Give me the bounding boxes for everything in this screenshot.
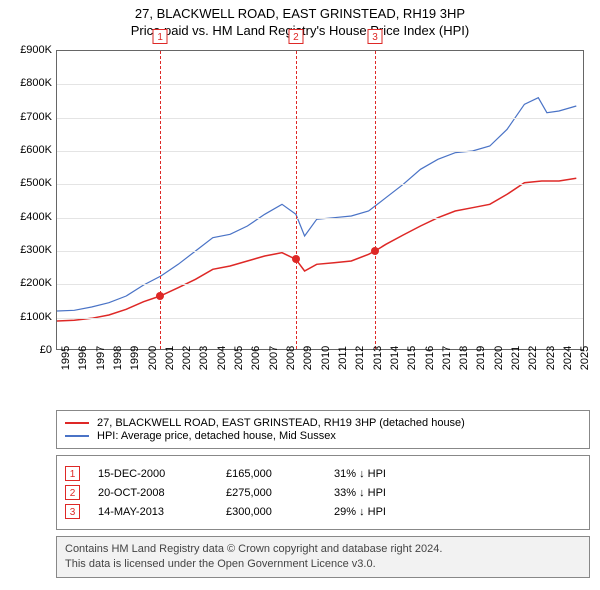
xtick-label: 2025	[579, 346, 591, 370]
ytick-label: £400K	[10, 211, 52, 223]
xtick-label: 1998	[112, 346, 124, 370]
event-diff: 29% ↓ HPI	[334, 506, 444, 518]
legend-swatch	[65, 435, 89, 437]
chart-svg	[57, 51, 585, 351]
event-row: 2 20-OCT-2008 £275,000 33% ↓ HPI	[65, 485, 581, 500]
xtick-label: 2024	[562, 346, 574, 370]
xtick-label: 2007	[268, 346, 280, 370]
gridline-h	[57, 118, 583, 119]
ytick-label: £0	[10, 344, 52, 356]
legend-label: 27, BLACKWELL ROAD, EAST GRINSTEAD, RH19…	[97, 417, 465, 429]
events-table: 1 15-DEC-2000 £165,000 31% ↓ HPI 2 20-OC…	[56, 455, 590, 530]
event-date: 20-OCT-2008	[98, 487, 208, 499]
xtick-label: 2016	[424, 346, 436, 370]
event-vline-badge: 2	[288, 29, 303, 44]
ytick-label: £300K	[10, 244, 52, 256]
xtick-label: 2021	[510, 346, 522, 370]
series-line-hpi	[57, 98, 576, 311]
gridline-h	[57, 284, 583, 285]
legend: 27, BLACKWELL ROAD, EAST GRINSTEAD, RH19…	[56, 410, 590, 449]
gridline-h	[57, 218, 583, 219]
event-badge: 2	[65, 485, 80, 500]
footer-line1: Contains HM Land Registry data © Crown c…	[65, 542, 581, 557]
ytick-label: £100K	[10, 311, 52, 323]
gridline-h	[57, 184, 583, 185]
xtick-label: 2023	[545, 346, 557, 370]
xtick-label: 2010	[320, 346, 332, 370]
event-vline	[375, 51, 376, 349]
event-row: 3 14-MAY-2013 £300,000 29% ↓ HPI	[65, 504, 581, 519]
gridline-h	[57, 318, 583, 319]
xtick-label: 2014	[389, 346, 401, 370]
xtick-label: 1996	[77, 346, 89, 370]
event-vline-badge: 1	[153, 29, 168, 44]
footer: Contains HM Land Registry data © Crown c…	[56, 536, 590, 578]
xtick-label: 2018	[458, 346, 470, 370]
event-price: £165,000	[226, 468, 316, 480]
xtick-label: 1999	[129, 346, 141, 370]
plot-area: 123	[56, 50, 584, 350]
gridline-h	[57, 151, 583, 152]
event-date: 14-MAY-2013	[98, 506, 208, 518]
page: 27, BLACKWELL ROAD, EAST GRINSTEAD, RH19…	[0, 0, 600, 590]
legend-row: HPI: Average price, detached house, Mid …	[65, 430, 581, 442]
xtick-label: 2013	[372, 346, 384, 370]
legend-swatch	[65, 422, 89, 424]
gridline-h	[57, 251, 583, 252]
xtick-label: 2009	[302, 346, 314, 370]
event-diff: 33% ↓ HPI	[334, 487, 444, 499]
event-price: £300,000	[226, 506, 316, 518]
title-line1: 27, BLACKWELL ROAD, EAST GRINSTEAD, RH19…	[0, 6, 600, 21]
legend-label: HPI: Average price, detached house, Mid …	[97, 430, 336, 442]
xtick-label: 2008	[285, 346, 297, 370]
xtick-label: 2005	[233, 346, 245, 370]
legend-row: 27, BLACKWELL ROAD, EAST GRINSTEAD, RH19…	[65, 417, 581, 429]
series-marker	[292, 255, 300, 263]
ytick-label: £600K	[10, 144, 52, 156]
xtick-label: 2000	[147, 346, 159, 370]
ytick-label: £500K	[10, 177, 52, 189]
ytick-label: £700K	[10, 111, 52, 123]
xtick-label: 2004	[216, 346, 228, 370]
event-badge: 1	[65, 466, 80, 481]
xtick-label: 1997	[95, 346, 107, 370]
xtick-label: 1995	[60, 346, 72, 370]
series-marker	[371, 247, 379, 255]
event-price: £275,000	[226, 487, 316, 499]
series-line-price_paid	[57, 178, 576, 321]
event-vline	[160, 51, 161, 349]
ytick-label: £200K	[10, 277, 52, 289]
footer-line2: This data is licensed under the Open Gov…	[65, 557, 581, 572]
xtick-label: 2011	[337, 346, 349, 370]
gridline-h	[57, 84, 583, 85]
xtick-label: 2012	[354, 346, 366, 370]
xtick-label: 2003	[198, 346, 210, 370]
ytick-label: £900K	[10, 44, 52, 56]
event-vline	[296, 51, 297, 349]
event-vline-badge: 3	[368, 29, 383, 44]
xtick-label: 2006	[250, 346, 262, 370]
xtick-label: 2022	[527, 346, 539, 370]
event-row: 1 15-DEC-2000 £165,000 31% ↓ HPI	[65, 466, 581, 481]
xtick-label: 2019	[475, 346, 487, 370]
event-badge: 3	[65, 504, 80, 519]
xtick-label: 2002	[181, 346, 193, 370]
event-date: 15-DEC-2000	[98, 468, 208, 480]
ytick-label: £800K	[10, 77, 52, 89]
xtick-label: 2017	[441, 346, 453, 370]
xtick-label: 2015	[406, 346, 418, 370]
series-marker	[156, 292, 164, 300]
event-diff: 31% ↓ HPI	[334, 468, 444, 480]
xtick-label: 2020	[493, 346, 505, 370]
xtick-label: 2001	[164, 346, 176, 370]
chart: 123 £0 £100K £200K £300K £400K £500K £600K £700…	[10, 44, 590, 408]
